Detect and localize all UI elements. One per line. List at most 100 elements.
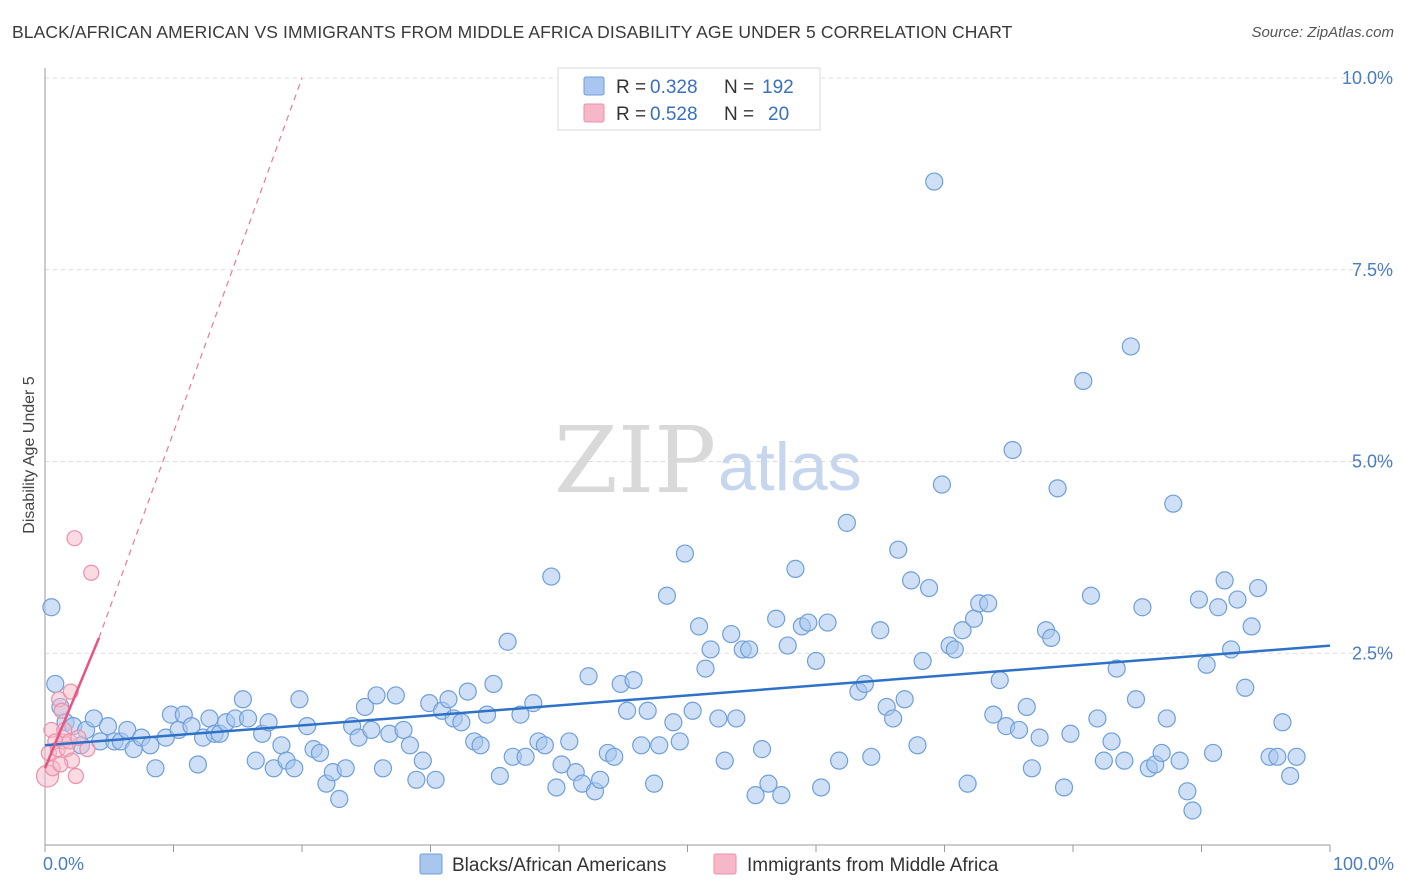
point-blacks-41 [310, 743, 330, 763]
legend-n-value-0: 192 [762, 77, 794, 98]
point-blacks-188 [1281, 766, 1300, 786]
point-blacks-29 [233, 690, 252, 709]
legend-n-label-0: N = [724, 77, 754, 98]
point-blacks-117 [799, 613, 818, 632]
point-blacks-175 [1189, 590, 1209, 609]
point-blacks-7 [84, 709, 103, 728]
point-blacks-104 [715, 751, 734, 770]
point-blacks-96 [664, 713, 683, 732]
point-blacks-85 [591, 770, 610, 789]
point-blacks-179 [1215, 571, 1234, 590]
legend-n-label-1: N = [724, 104, 754, 125]
point-blacks-63 [452, 713, 471, 732]
point-blacks-119 [812, 778, 831, 797]
x-tick-marks [44, 845, 1331, 852]
point-blacks-169 [1152, 743, 1171, 763]
point-blacks-101 [696, 659, 715, 678]
point-blacks-79 [552, 755, 571, 774]
point-blacks-130 [895, 690, 914, 709]
point-blacks-90 [624, 670, 643, 690]
legend-r-value-0: 0.328 [650, 77, 698, 98]
point-blacks-53 [386, 686, 405, 705]
point-blacks-72 [511, 705, 530, 724]
legend-top: R = 0.328 N = 192 R = 0.528 N = 20 [557, 67, 821, 131]
trend-line-blacks [44, 644, 1331, 747]
point-blacks-64 [458, 682, 477, 701]
grid-lines [45, 77, 1392, 654]
point-blacks-172 [1170, 751, 1189, 770]
point-blacks-177 [1203, 743, 1223, 763]
point-blacks-170 [1157, 709, 1176, 728]
point-blacks-139 [953, 621, 972, 640]
point-blacks-145 [990, 670, 1009, 690]
legend-n-value-1: 20 [768, 104, 789, 125]
point-blacks-159 [1088, 709, 1107, 728]
point-blacks-134 [919, 578, 939, 598]
point-blacks-99 [683, 701, 702, 720]
point-blacks-158 [1081, 586, 1101, 605]
point-blacks-151 [1030, 728, 1049, 747]
point-blacks-162 [1107, 659, 1126, 678]
legend-bottom-swatch-pink [713, 853, 737, 875]
point-blacks-166 [1133, 598, 1152, 617]
point-blacks-133 [913, 651, 932, 671]
point-blacks-141 [964, 609, 984, 628]
point-blacks-111 [759, 774, 778, 793]
point-blacks-112 [767, 609, 786, 628]
trend-lines [43, 77, 1331, 769]
point-blacks-150 [1022, 759, 1041, 778]
legend-bottom: Blacks/African Americans Immigrants from… [419, 853, 999, 876]
point-blacks-61 [439, 690, 458, 709]
point-blacks-164 [1121, 337, 1140, 356]
point-blacks-83 [579, 667, 598, 686]
point-blacks-16 [146, 759, 165, 778]
point-blacks-140 [958, 774, 977, 793]
point-blacks-176 [1197, 655, 1216, 674]
point-blacks-103 [709, 709, 728, 728]
point-blacks-173 [1178, 782, 1197, 801]
point-blacks-1 [46, 674, 65, 694]
point-blacks-9 [98, 717, 118, 736]
point-blacks-31 [246, 751, 265, 770]
point-blacks-187 [1273, 713, 1292, 732]
point-blacks-70 [498, 632, 517, 651]
watermark-zip: ZIP [554, 407, 716, 514]
point-blacks-54 [394, 720, 413, 740]
point-blacks-184 [1248, 578, 1268, 598]
point-blacks-183 [1242, 617, 1261, 636]
point-blacks-102 [701, 640, 720, 659]
chart-title: BLACK/AFRICAN AMERICAN VS IMMIGRANTS FRO… [12, 22, 1013, 42]
point-blacks-180 [1221, 640, 1241, 659]
x-tick-label-0: 0.0% [43, 854, 84, 874]
point-blacks-136 [932, 475, 952, 494]
legend-r-label-1: R = [616, 104, 646, 125]
point-blacks-154 [1048, 479, 1067, 498]
point-blacks-59 [426, 770, 445, 789]
legend-bottom-label-immigrants: Immigrants from Middle Africa [747, 855, 999, 876]
point-immigrants-18 [79, 741, 96, 758]
point-blacks-93 [644, 774, 664, 793]
point-blacks-110 [752, 740, 772, 759]
point-blacks-126 [871, 621, 890, 640]
point-immigrants-17 [83, 564, 100, 581]
point-blacks-138 [945, 640, 964, 659]
point-blacks-37 [285, 759, 304, 778]
point-blacks-143 [979, 594, 998, 613]
point-blacks-50 [367, 686, 386, 705]
point-blacks-149 [1017, 697, 1036, 717]
point-blacks-89 [618, 701, 637, 720]
legend-bottom-label-blacks: Blacks/African Americans [452, 855, 666, 876]
point-blacks-48 [355, 697, 375, 717]
point-blacks-157 [1074, 371, 1093, 391]
y-tick-label-3: 10.0% [1342, 68, 1393, 88]
series-blacks-points [42, 172, 1306, 820]
trend-line-immigrants [43, 637, 101, 769]
point-blacks-182 [1236, 678, 1255, 697]
point-blacks-24 [200, 709, 219, 728]
watermark-atlas: atlas [718, 429, 862, 505]
point-blacks-68 [484, 674, 503, 694]
y-axis-title: Disability Age Under 5 [21, 376, 38, 534]
point-blacks-78 [547, 778, 566, 797]
point-blacks-106 [727, 709, 746, 728]
point-blacks-76 [535, 736, 554, 755]
